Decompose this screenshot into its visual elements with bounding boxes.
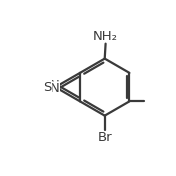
Text: S: S — [43, 81, 52, 94]
Text: N: N — [50, 82, 59, 95]
Text: NH₂: NH₂ — [93, 30, 118, 43]
Text: Br: Br — [97, 131, 112, 144]
Text: N: N — [50, 79, 59, 92]
